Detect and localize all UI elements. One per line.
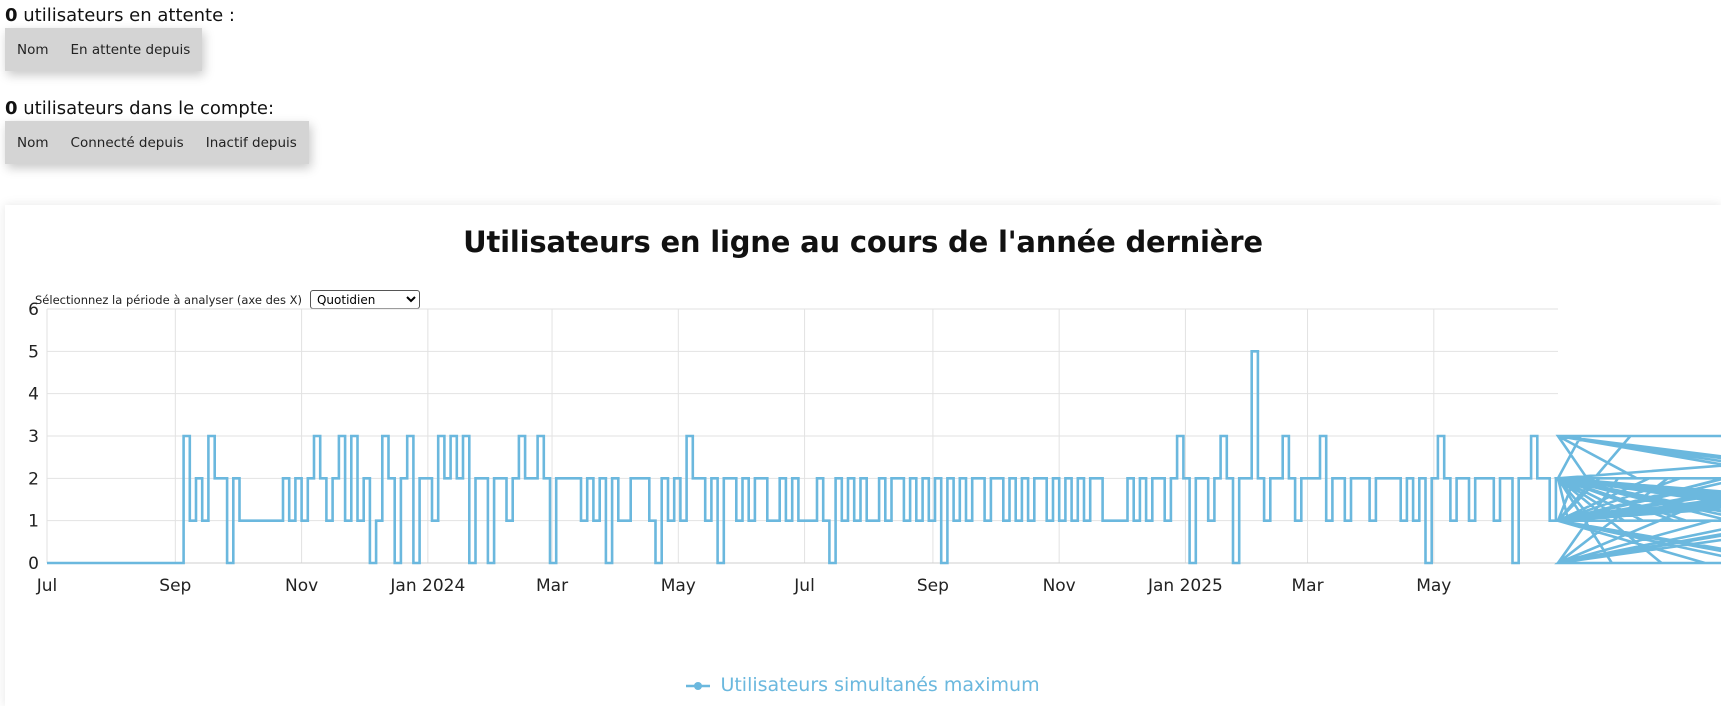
x-tick-label: Sep: [159, 576, 191, 596]
y-tick-label: 0: [28, 554, 39, 574]
y-tick-label: 6: [28, 300, 39, 320]
y-tick-label: 5: [28, 342, 39, 362]
pending-col-name[interactable]: Nom: [17, 41, 49, 58]
y-tick-label: 4: [28, 385, 39, 405]
x-tick-label: May: [1416, 576, 1451, 596]
account-col-inactive-since[interactable]: Inactif depuis: [205, 134, 297, 151]
x-tick-label: Jan 2025: [1147, 576, 1223, 596]
y-tick-label: 2: [28, 469, 39, 489]
line-chart: 0 1 2 3 4 5 6 Jul Sep Nov Jan 2024 Mar May Jul Sep Nov J…: [28, 300, 1721, 596]
chart-title: Utilisateurs en ligne au cours de l'anné…: [463, 225, 1263, 259]
account-users-table: Nom Connecté depuis Inactif depuis: [5, 121, 309, 164]
x-tick-label: Jan 2024: [389, 576, 465, 596]
account-users-label: utilisateurs dans le compte:: [23, 98, 275, 119]
y-tick-label: 1: [28, 512, 39, 532]
pending-users-label: utilisateurs en attente :: [23, 5, 235, 26]
pending-users-heading: 0 utilisateurs en attente :: [5, 4, 235, 28]
x-tick-label: Mar: [536, 576, 568, 596]
account-col-connected-since[interactable]: Connecté depuis: [70, 134, 184, 151]
x-tick-label: Jul: [793, 576, 815, 596]
pending-col-waiting-since[interactable]: En attente depuis: [70, 41, 191, 58]
legend-line-icon: [686, 681, 711, 690]
account-users-heading: 0 utilisateurs dans le compte:: [5, 97, 274, 121]
x-tick-label: Jul: [36, 576, 58, 596]
chart-panel: Utilisateurs en ligne au cours de l'anné…: [5, 205, 1721, 706]
account-users-count: 0: [5, 98, 18, 119]
pending-users-table: Nom En attente depuis: [5, 28, 203, 71]
pending-users-count: 0: [5, 5, 18, 26]
period-selector-row: Sélectionnez la période à analyser (axe …: [35, 290, 420, 309]
chart-legend[interactable]: Utilisateurs simultanés maximum: [5, 674, 1721, 696]
x-tick-label: May: [661, 576, 696, 596]
x-tick-label: Nov: [1043, 576, 1076, 596]
x-tick-label: Mar: [1292, 576, 1324, 596]
x-tick-label: Nov: [285, 576, 318, 596]
period-label: Sélectionnez la période à analyser (axe …: [35, 292, 302, 307]
series-line: [47, 350, 1721, 565]
x-tick-label: Sep: [917, 576, 949, 596]
account-col-name[interactable]: Nom: [17, 134, 49, 151]
y-tick-label: 3: [28, 427, 39, 447]
legend-label: Utilisateurs simultanés maximum: [720, 674, 1040, 696]
